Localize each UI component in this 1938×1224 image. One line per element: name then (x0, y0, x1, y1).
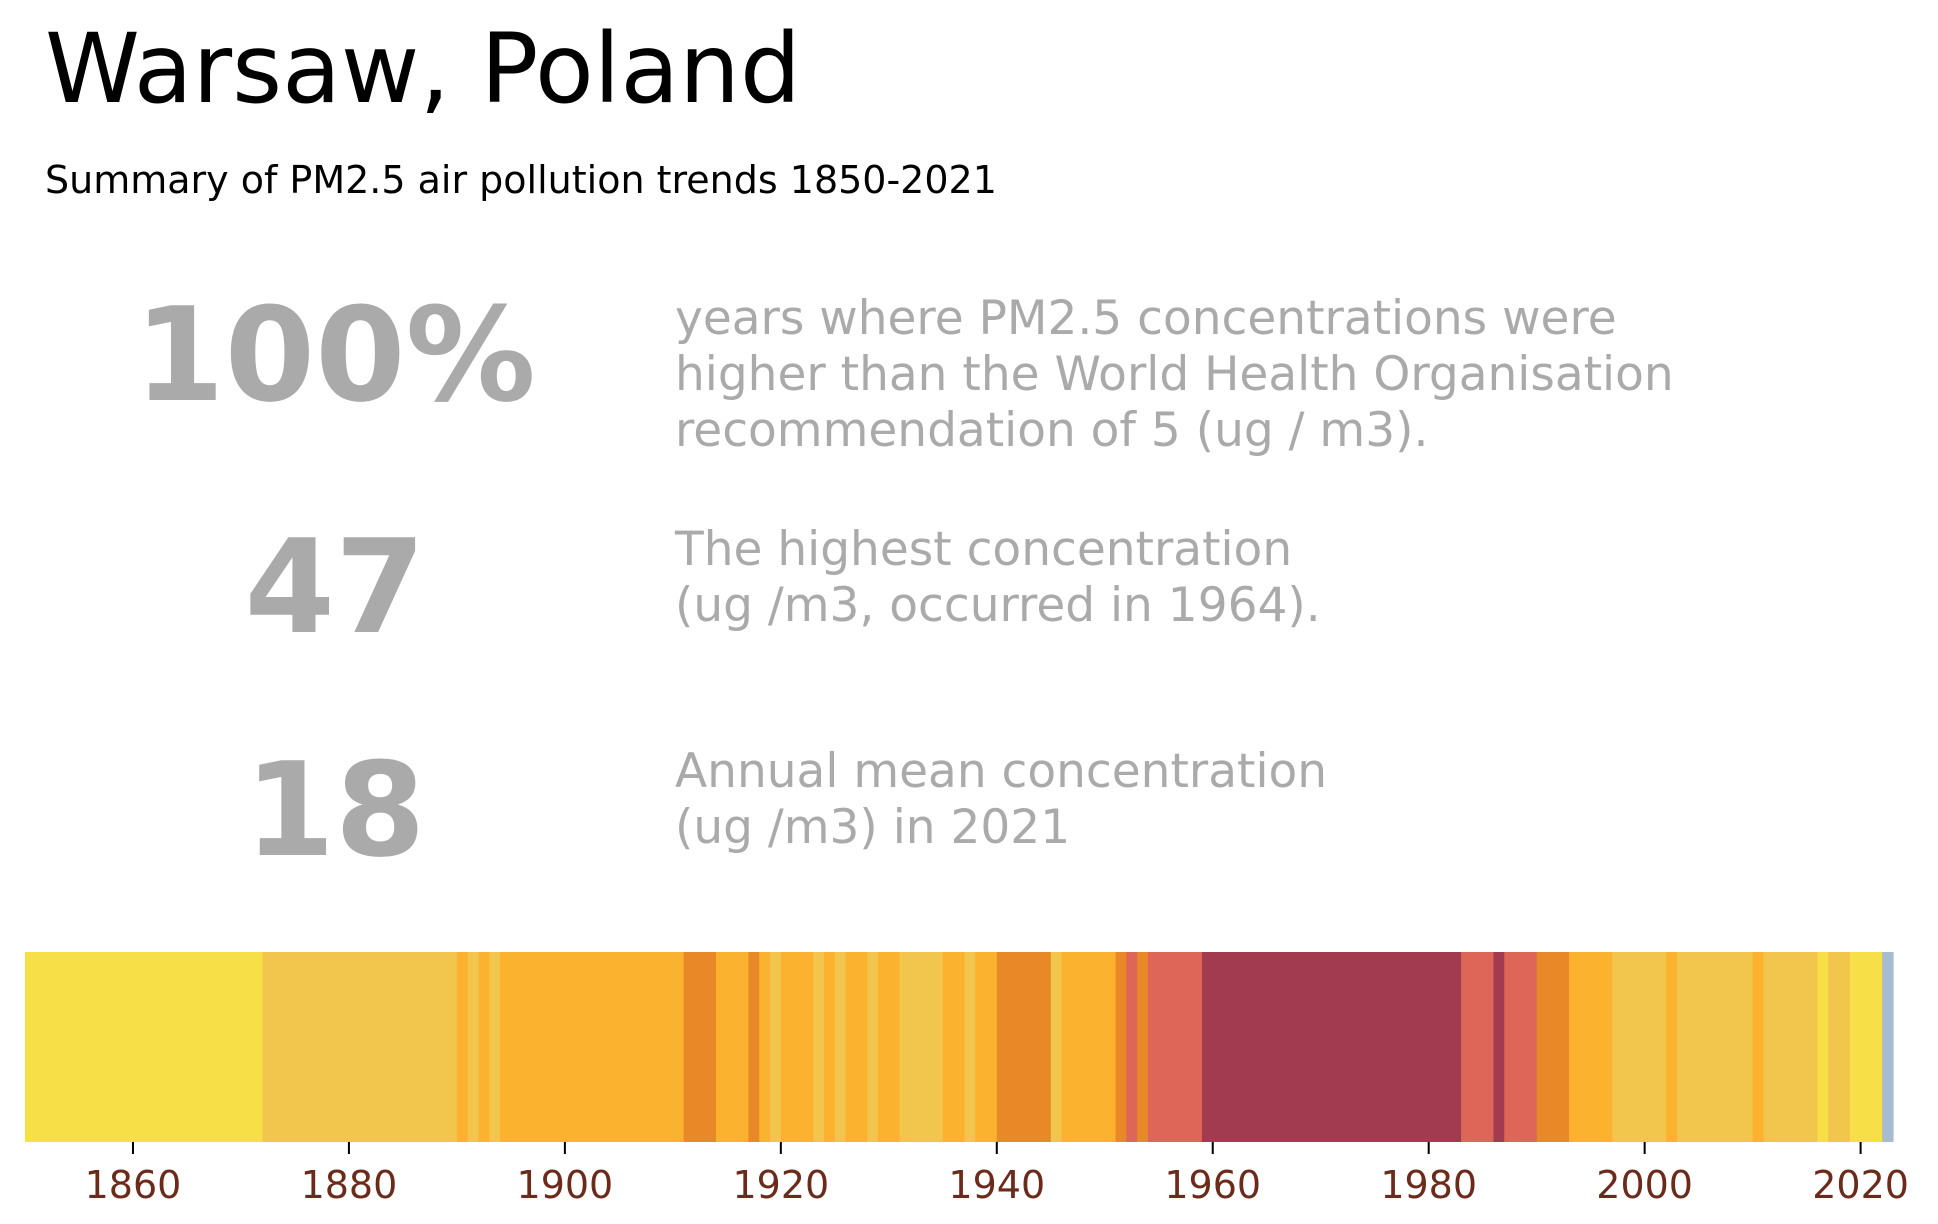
stripe-segment (456, 952, 469, 1142)
stripe-segment (262, 952, 458, 1142)
stat-highest-line: (ug /m3, occurred in 1964). (675, 578, 1321, 633)
x-tick-label: 2020 (1812, 1163, 1909, 1207)
stripe-segment (1828, 952, 1851, 1142)
stat-exceedance-line: higher than the World Health Organisatio… (675, 347, 1674, 402)
stripe-segment (683, 952, 717, 1142)
stripe-segment (1817, 952, 1829, 1142)
stat-highest-value: 47 (244, 511, 426, 663)
x-tick-label: 1960 (1164, 1163, 1261, 1207)
stripe-segment (942, 952, 965, 1142)
stat-exceedance-value: 100% (134, 279, 536, 431)
stripe-segment (478, 952, 490, 1142)
stripe-segment (1147, 952, 1203, 1142)
stat-annual-mean-line: Annual mean concentration (675, 744, 1328, 799)
stat-annual-mean-description: Annual mean concentration (ug /m3) in 20… (675, 744, 1327, 856)
stripe-segment (1849, 952, 1883, 1142)
stripe-segment (716, 952, 750, 1142)
stripe-segment (780, 952, 814, 1142)
stripe-segment (489, 952, 501, 1142)
stat-exceedance-line: years where PM2.5 concentrations were (675, 291, 1617, 346)
stripe-segment (770, 952, 782, 1142)
stripe-segment (1763, 952, 1819, 1142)
stripe-segment (1137, 952, 1149, 1142)
stripe-segment (1201, 952, 1462, 1142)
stat-exceedance-description: years where PM2.5 concentrations were hi… (675, 291, 1674, 459)
stripe-segment (25, 952, 264, 1142)
x-tick-label: 1940 (948, 1163, 1045, 1207)
stripe-segment (813, 952, 825, 1142)
stripe-segment (1612, 952, 1667, 1142)
stripe-segment (1115, 952, 1127, 1142)
stripe-segment (1882, 952, 1894, 1142)
stripe-segment (1504, 952, 1538, 1142)
stripe-segment (1569, 952, 1613, 1142)
x-tick-label: 2000 (1596, 1163, 1693, 1207)
x-tick-label: 1980 (1380, 1163, 1477, 1207)
stat-highest-line: The highest concentration (675, 522, 1293, 577)
x-tick-label: 1900 (517, 1163, 614, 1207)
x-tick-label: 1920 (732, 1163, 829, 1207)
page-subtitle: Summary of PM2.5 air pollution trends 18… (45, 158, 997, 202)
stripe-segment (1536, 952, 1570, 1142)
stripe-segment (1461, 952, 1495, 1142)
stripe-segment (748, 952, 760, 1142)
stripe-segment (1050, 952, 1063, 1142)
stripe-segment (1493, 952, 1505, 1142)
stripe-segment (975, 952, 998, 1142)
stat-highest-description: The highest concentration (ug /m3, occur… (675, 522, 1321, 634)
stripe-segment (834, 952, 847, 1142)
stripe-segment (500, 952, 685, 1142)
stripe-segment (1666, 952, 1678, 1142)
stat-annual-mean-value: 18 (244, 734, 426, 886)
stripe-segment (1061, 952, 1117, 1142)
stripe-segment (759, 952, 771, 1142)
stripe-segment (1752, 952, 1765, 1142)
stripe-segment (899, 952, 944, 1142)
stripe-segment (467, 952, 480, 1142)
page-title: Warsaw, Poland (45, 13, 801, 125)
stripe-segment (996, 952, 1052, 1142)
stripe-segment (867, 952, 879, 1142)
stripe-segment (878, 952, 901, 1142)
x-tick-label: 1860 (85, 1163, 182, 1207)
stat-exceedance-line: recommendation of 5 (ug / m3). (675, 403, 1429, 458)
x-tick-label: 1880 (301, 1163, 398, 1207)
stripe-segment (824, 952, 836, 1142)
stat-annual-mean-line: (ug /m3) in 2021 (675, 800, 1071, 855)
stripe-segment (964, 952, 976, 1142)
stripe-segment (1677, 952, 1754, 1142)
stripe-segment (845, 952, 868, 1142)
stripe-segment (1126, 952, 1138, 1142)
